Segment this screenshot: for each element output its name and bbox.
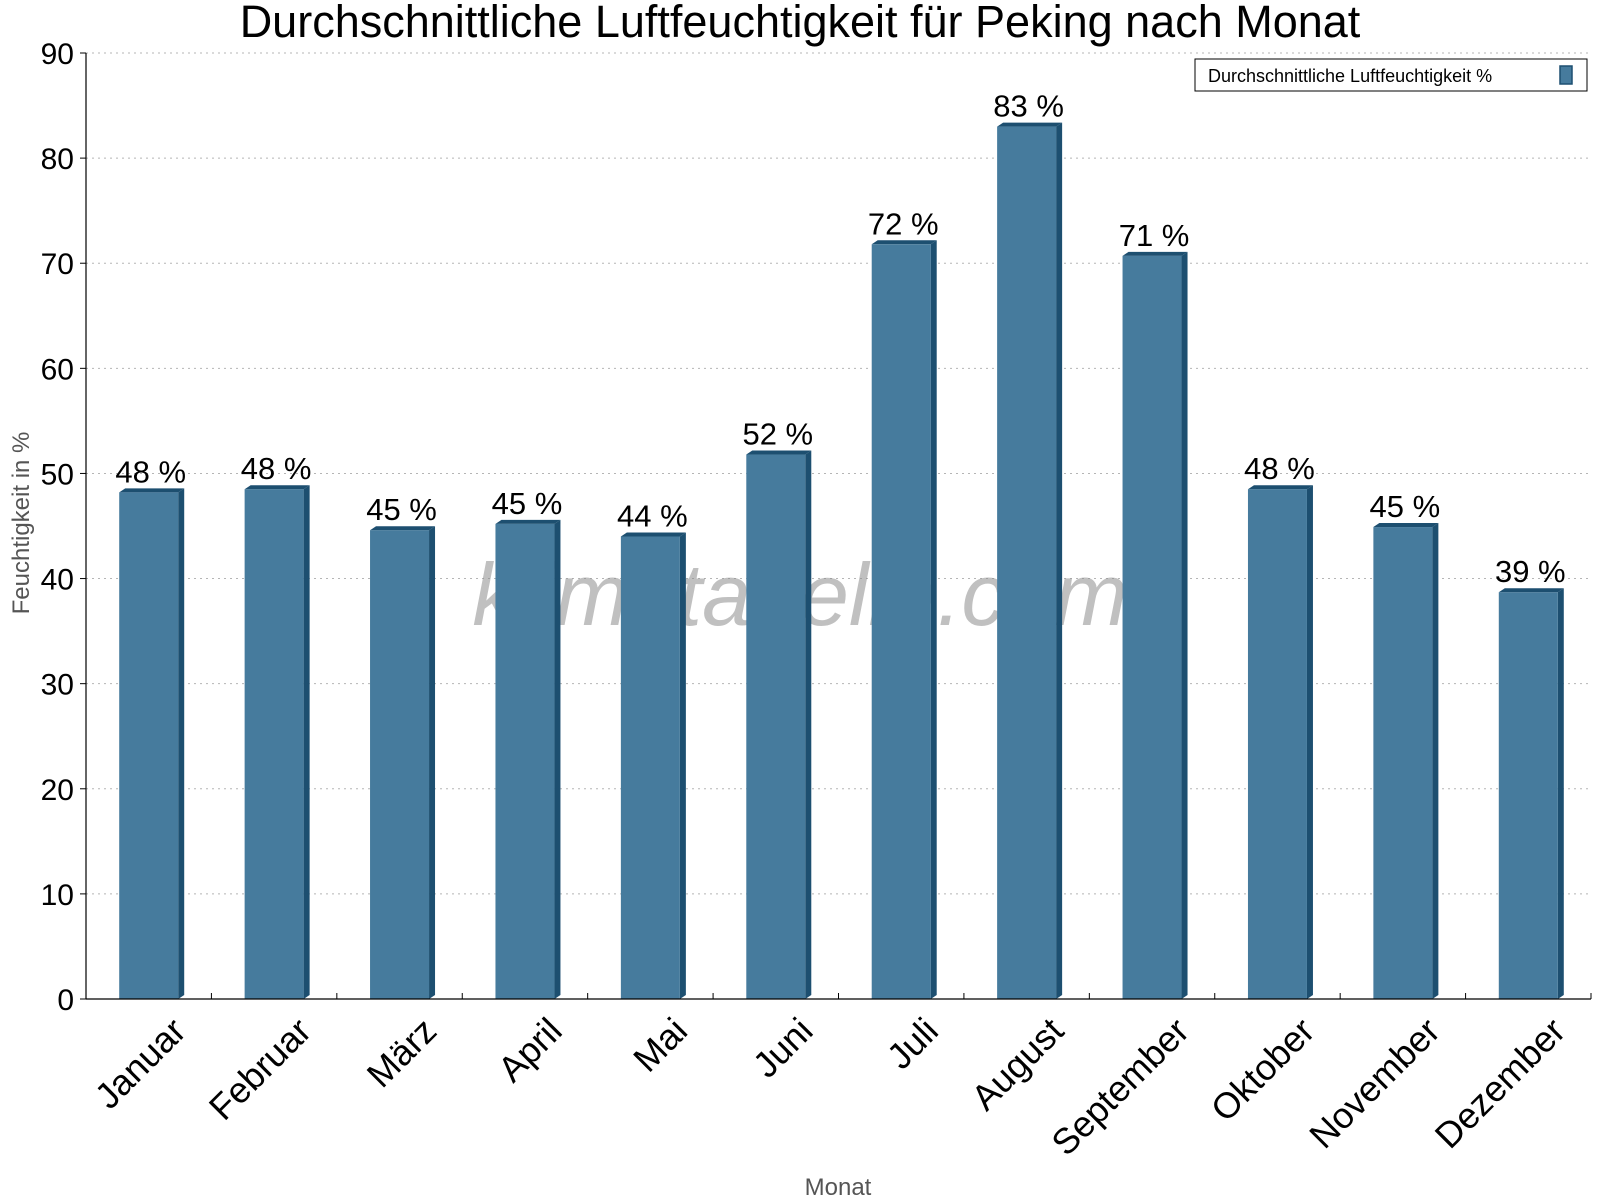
bar-top [871,240,937,245]
y-tick-label: 20 [41,774,74,807]
bar-side [554,519,561,999]
y-tick-label: 30 [41,669,74,702]
bar-top [495,519,561,524]
x-category-label: April [490,1010,570,1090]
y-tick-label: 40 [41,564,74,597]
x-category-label: Januar [87,1010,194,1117]
bar-top [746,450,812,455]
bar-side [679,532,686,999]
bar-series: 48 % 48 % 45 % 45 % 44 % 52 % 72 % 83 % 71 % 48 %… [115,89,1566,1000]
data-label: 48 % [1244,451,1315,486]
data-label: 83 % [993,89,1064,124]
bar [495,523,555,999]
bar [244,489,304,999]
y-tick-label: 10 [41,879,74,912]
data-label: 44 % [617,499,688,534]
y-tick-label: 80 [41,143,74,176]
data-label: 72 % [868,206,939,241]
bar-top [620,532,686,537]
y-tick-label: 0 [57,984,74,1017]
bar-side [1181,251,1188,999]
data-label: 45 % [1370,489,1441,524]
bar-side [805,450,812,1000]
bar [871,244,931,999]
data-label: 48 % [115,454,186,489]
gridlines [86,52,1591,895]
bar-side [429,526,436,999]
bar-side [178,488,185,999]
data-label: 45 % [492,486,563,521]
x-axis-title: Monat [805,1174,872,1200]
data-label: 52 % [742,417,813,452]
legend-swatch [1559,65,1573,85]
bar-top [119,488,185,493]
legend-label: Durchschnittliche Luftfeuchtigkeit % [1208,66,1492,86]
legend: Durchschnittliche Luftfeuchtigkeit % [1194,58,1588,92]
bar-top [1498,588,1564,593]
bar-side [303,485,310,999]
bar [1247,489,1307,999]
x-category-label: Juni [745,1010,821,1086]
bar-top [997,122,1063,127]
bar-top [1122,251,1188,256]
y-axis-ticks: 0 10 20 30 40 50 60 70 80 90 [41,38,86,1017]
bar-side [1056,122,1063,1000]
bar [1122,255,1182,999]
bar-top [370,526,436,531]
y-tick-label: 50 [41,458,74,491]
x-category-label: Juli [879,1010,946,1077]
bar-top [244,485,310,490]
axes [85,53,1591,1000]
y-tick-label: 70 [41,248,74,281]
bar-top [1247,485,1313,490]
bar [119,492,179,999]
data-label: 39 % [1495,554,1566,589]
chart-title: Durchschnittliche Luftfeuchtigkeit für P… [240,0,1361,47]
bar-side [930,240,937,999]
x-category-label: September [1043,1010,1197,1164]
y-tick-label: 60 [41,353,74,386]
x-category-label: Februar [201,1010,319,1128]
bar-top [1373,523,1439,528]
bar [620,536,680,999]
bar [370,530,430,999]
data-label: 71 % [1119,218,1190,253]
bar-side [1557,588,1564,999]
x-category-label: August [963,1010,1071,1118]
x-category-label: Mai [625,1010,695,1080]
x-category-label: November [1301,1010,1447,1156]
legend-box [1194,58,1588,92]
x-axis-categories: Januar Februar März April Mai Juni Juli AugustS… [87,993,1592,1164]
x-category-label: Oktober [1203,1010,1323,1130]
y-axis-title: Feuchtigkeit in % [8,432,35,615]
bar [997,126,1057,1000]
y-tick-label: 90 [41,38,74,71]
x-category-label: März [359,1010,445,1096]
bar-side [1432,523,1439,999]
data-label: 45 % [366,492,437,527]
bar-side [1306,485,1313,999]
bar [746,454,806,1000]
data-label: 48 % [241,451,312,486]
bar [1498,592,1558,999]
bar [1373,527,1433,999]
x-category-label: Dezember [1427,1010,1573,1156]
